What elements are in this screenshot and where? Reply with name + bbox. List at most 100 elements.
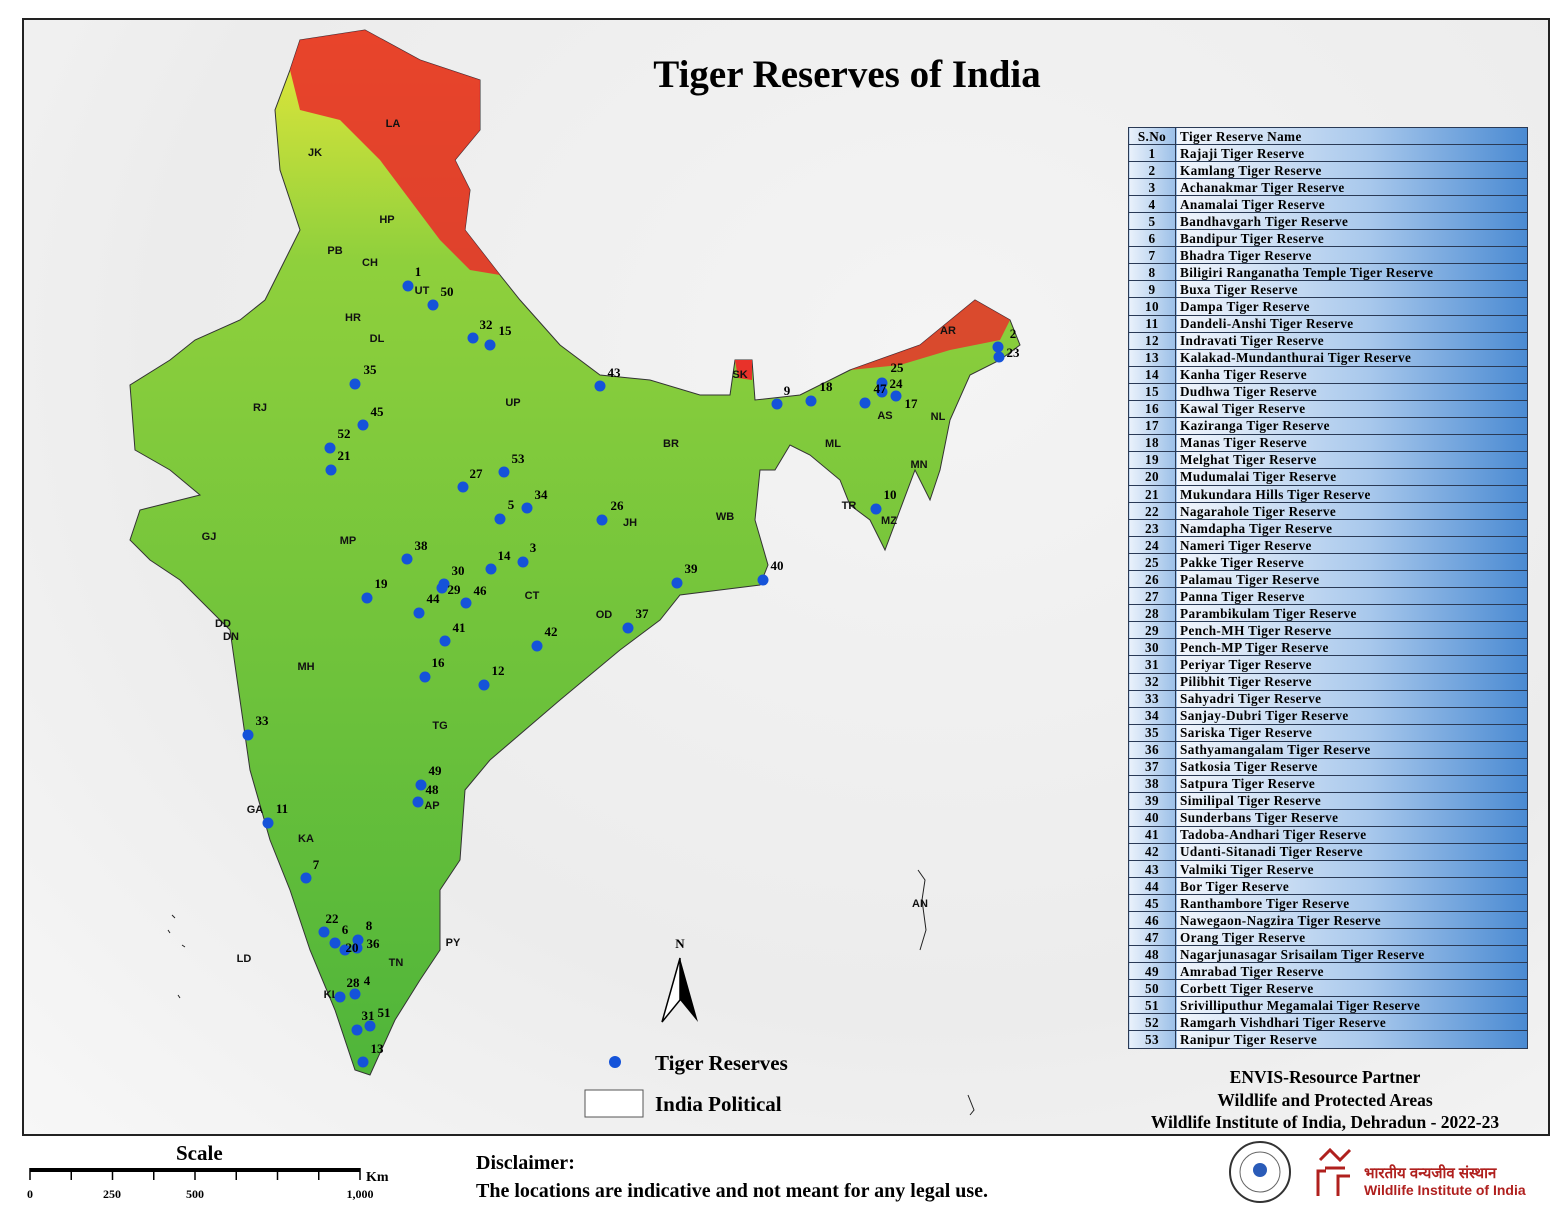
reserve-number-label: 35 [364,362,378,377]
state-label-br: BR [663,438,679,450]
reserve-dot-12[interactable] [478,679,490,691]
reserve-dot-6[interactable] [329,937,341,949]
reserve-name: Nagarahole Tiger Reserve [1175,502,1528,521]
reserve-dot-39[interactable] [671,577,683,589]
state-label-nl: NL [931,411,946,423]
reserve-dot-15[interactable] [484,339,496,351]
reserve-dot-17[interactable] [890,390,902,402]
reserve-dot-22[interactable] [318,926,330,938]
header-sno: S.No [1128,126,1176,146]
reserve-dot-23[interactable] [993,351,1005,363]
reserve-dot-14[interactable] [485,563,497,575]
reserve-dot-53[interactable] [498,466,510,478]
reserve-number-label: 25 [891,360,905,375]
reserve-name: Palamau Tiger Reserve [1175,570,1528,589]
reserve-number-label: 17 [905,396,919,411]
reserve-dot-51[interactable] [364,1020,376,1032]
reserve-sno: 11 [1128,314,1176,333]
reserve-dot-10[interactable] [870,503,882,515]
reserve-dot-33[interactable] [242,729,254,741]
table-row: 23 Namdapha Tiger Reserve [1128,519,1528,538]
state-label-jh: JH [623,517,637,529]
reserve-dot-24[interactable] [876,386,888,398]
table-row: 15 Dudhwa Tiger Reserve [1128,382,1528,401]
reserve-dot-27[interactable] [457,481,469,493]
reserve-number-label: 9 [784,383,791,398]
scale-bar: Km 0 250 500 1,000 [27,1168,389,1201]
reserve-dot-30[interactable] [438,578,450,590]
table-row: 25 Pakke Tiger Reserve [1128,553,1528,572]
reserve-sno: 53 [1128,1030,1176,1049]
reserve-sno: 44 [1128,877,1176,896]
scale-tick-500: 500 [186,1187,204,1201]
reserve-dot-50[interactable] [427,299,439,311]
reserve-sno: 45 [1128,894,1176,913]
reserve-dot-31[interactable] [351,1024,363,1036]
reserve-dot-26[interactable] [596,514,608,526]
disclaimer-heading: Disclaimer: [476,1152,575,1174]
reserve-dot-47[interactable] [859,397,871,409]
reserve-name: Orang Tiger Reserve [1175,928,1528,947]
state-label-mh: MH [297,661,314,673]
reserve-dot-4[interactable] [349,988,361,1000]
reserve-dot-20[interactable] [339,944,351,956]
state-label-dd: DD [215,618,231,630]
reserve-dot-9[interactable] [771,398,783,410]
reserve-dot-19[interactable] [361,592,373,604]
reserve-name: Mudumalai Tiger Reserve [1175,467,1528,486]
reserve-dot-45[interactable] [357,419,369,431]
reserve-dot-48[interactable] [412,796,424,808]
reserve-dot-1[interactable] [402,280,414,292]
disclaimer-text: The locations are indicative and not mea… [476,1180,989,1202]
reserve-dot-46[interactable] [460,597,472,609]
reserve-dot-42[interactable] [531,640,543,652]
reserve-dot-5[interactable] [494,513,506,525]
table-row: 45 Ranthambore Tiger Reserve [1128,894,1528,913]
reserve-dot-36[interactable] [351,942,363,954]
reserve-name: Biligiri Ranganatha Temple Tiger Reserve [1175,263,1528,282]
reserve-dot-18[interactable] [805,395,817,407]
reserve-number-label: 3 [530,540,537,555]
reserve-sno: 8 [1128,263,1176,282]
reserve-dot-21[interactable] [325,464,337,476]
reserve-name: Sathyamangalam Tiger Reserve [1175,740,1528,759]
reserve-number-label: 40 [771,558,784,573]
scale-tick-250: 250 [103,1187,121,1201]
reserve-dot-34[interactable] [521,502,533,514]
reserve-dot-52[interactable] [324,442,336,454]
reserve-dot-8[interactable] [352,934,364,946]
reserve-dot-3[interactable] [517,556,529,568]
state-label-py: PY [446,937,461,949]
reserve-dot-40[interactable] [757,574,769,586]
reserve-name: Buxa Tiger Reserve [1175,280,1528,299]
reserve-dot-41[interactable] [439,635,451,647]
reserve-dot-11[interactable] [262,817,274,829]
reserve-number-label: 44 [427,591,441,606]
reserve-dot-13[interactable] [357,1056,369,1068]
reserve-dot-49[interactable] [415,779,427,791]
reserve-sno: 38 [1128,774,1176,793]
table-row: 41 Tadoba-Andhari Tiger Reserve [1128,825,1528,844]
table-row: 22 Nagarahole Tiger Reserve [1128,502,1528,521]
reserve-number-label: 28 [347,975,361,990]
reserve-number-label: 14 [498,548,512,563]
reserve-sno: 22 [1128,502,1176,521]
reserve-dot-7[interactable] [300,872,312,884]
reserve-dot-38[interactable] [401,553,413,565]
reserve-dot-35[interactable] [349,378,361,390]
state-label-ld: LD [237,953,252,965]
reserve-sno: 52 [1128,1013,1176,1032]
reserve-dot-37[interactable] [622,622,634,634]
reserve-dot-28[interactable] [334,991,346,1003]
reserve-dot-44[interactable] [413,607,425,619]
reserve-name: Dampa Tiger Reserve [1175,297,1528,316]
scale-tick-0: 0 [27,1187,33,1201]
reserve-dot-32[interactable] [467,332,479,344]
table-row: 39 Similipal Tiger Reserve [1128,791,1528,810]
reserve-dot-43[interactable] [594,380,606,392]
reserve-sno: 49 [1128,962,1176,981]
reserve-dot-16[interactable] [419,671,431,683]
reserve-dot-25[interactable] [876,377,888,389]
reserve-dot-2[interactable] [992,341,1004,353]
